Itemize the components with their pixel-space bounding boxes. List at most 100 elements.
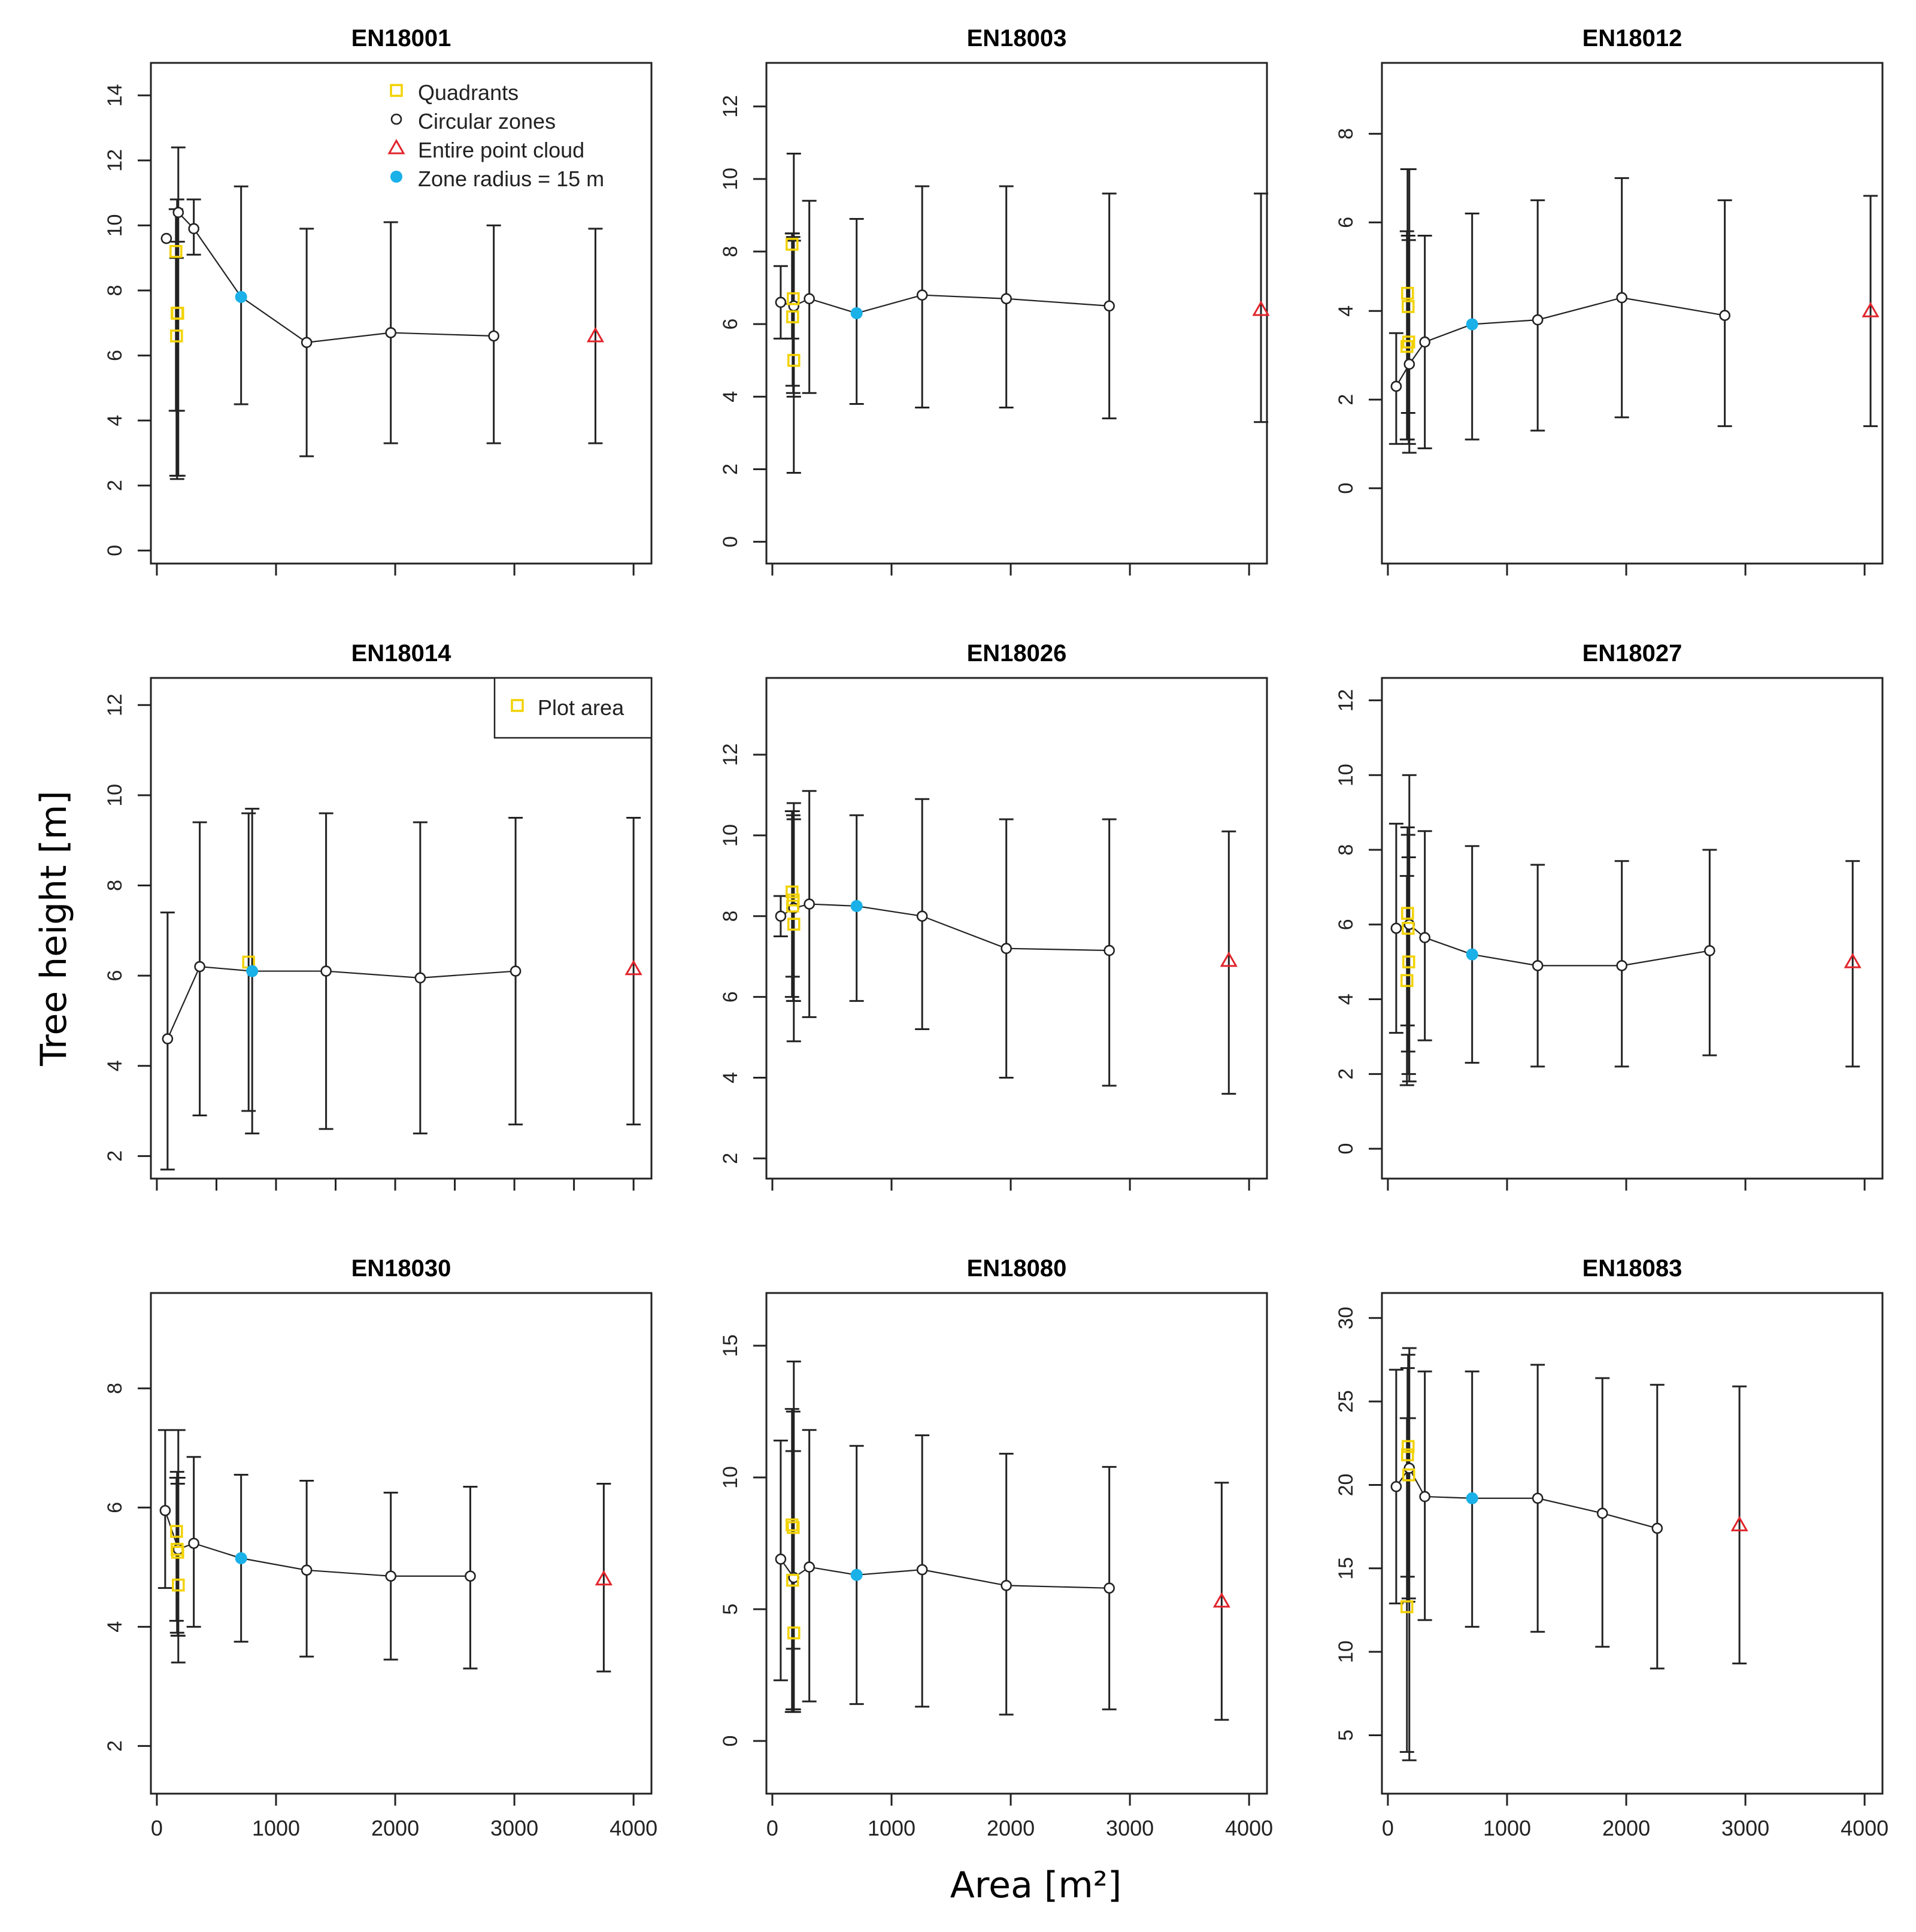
legend-label: Quadrants [418,80,519,105]
point-quadrant [1402,1440,1415,1453]
y-tick-label: 10 [104,784,126,807]
point-quadrant [786,885,799,899]
x-tick-label: 4000 [610,1816,657,1840]
y-tick-label: 12 [1335,689,1357,712]
point-circle [916,910,928,922]
panel-title: EN18027 [1582,640,1682,667]
y-tick-label: 6 [719,319,742,330]
point-circle [916,289,928,301]
y-tick-label: 8 [719,246,742,258]
point-circle [1103,1582,1115,1594]
panel-title: EN18083 [1582,1255,1682,1282]
y-tick-label: 8 [1335,844,1357,856]
point-circle [1651,1522,1663,1534]
y-tick-label: 8 [104,1383,126,1394]
point-cloud [1844,953,1862,968]
x-tick-label: 4000 [1225,1816,1273,1840]
point-circle [775,910,787,922]
y-tick-label: 2 [1335,394,1357,405]
point-quadrant [170,1525,183,1538]
y-tick-label: 0 [1335,483,1357,494]
plot-frame [765,1292,1268,1795]
y-tick-label: 5 [1335,1730,1357,1741]
point-circle [1390,380,1402,392]
point-circle [1616,960,1627,971]
point-quadrant [1400,974,1414,988]
point-quadrant [787,917,801,931]
legend-label: Entire point cloud [418,138,584,162]
point-circle [194,961,205,973]
panel-EN18003: EN18003 0 2 4 6 8 10 12 [719,25,1270,576]
point-circle [1390,922,1402,934]
point-quadrant [1401,286,1414,300]
panel-EN18012: EN18012 0 2 4 6 8 [1335,25,1884,576]
point-circle [1403,358,1415,370]
point-circle [1001,293,1012,305]
point-cloud [586,326,605,343]
point-quadrant [1400,1600,1414,1613]
y-tick-label: 20 [1335,1474,1357,1497]
panel-EN18083: EN18083 5 10 15 20 25 30 0 1000 2000 3000 4000 [1335,1255,1888,1840]
panel-EN18080: EN18080 0 5 10 15 0 1000 2000 3000 4000 [719,1255,1273,1840]
y-tick-label: 10 [719,168,742,190]
y-tick-label: 6 [104,350,126,361]
y-tick-label: 0 [1335,1143,1357,1155]
x-tick-label: 2000 [987,1816,1035,1840]
legend-label: Plot area [538,695,624,720]
point-circle [301,337,313,349]
y-tick-label: 0 [719,1736,742,1747]
panel-EN18030: EN18030 2 4 6 8 0 1000 2000 3000 4000 [104,1255,657,1840]
y-tick-label: 8 [719,910,742,922]
point-circle [385,1570,396,1582]
point-circle [1616,292,1627,304]
y-tick-label: 4 [1335,994,1357,1005]
x-tick-label: 3000 [1721,1816,1769,1840]
y-tick-label: 12 [719,95,742,118]
y-tick-label: 8 [1335,128,1357,140]
point-quadrant [169,245,183,258]
point-circle [1532,960,1544,971]
point-cloud [624,959,642,976]
y-tick-label: 6 [719,991,742,1003]
point-circle [775,1554,787,1565]
x-axis-label: Area [m²] [950,1864,1121,1906]
y-tick-label: 10 [1335,764,1357,786]
point-circle [301,1564,313,1576]
point-zone15 [850,307,863,319]
y-tick-label: 0 [719,536,742,547]
y-tick-label: 8 [104,285,126,296]
point-circle [188,1537,199,1549]
y-tick-label: 6 [1335,919,1357,930]
panel-title: EN18080 [967,1255,1067,1282]
panel-title: EN18026 [967,640,1067,667]
y-tick-label: 25 [1335,1390,1357,1413]
point-cloud [1862,302,1879,317]
point-cloud [1212,1592,1230,1608]
point-circle [385,327,396,338]
point-quadrant [786,238,799,251]
point-circle [1103,944,1115,956]
point-quadrant [1402,922,1415,935]
y-tick-label: 2 [104,480,126,491]
panels-container: EN18001 0 2 4 6 8 10 12 14 Quadrants Circular zone… [104,25,1888,1840]
y-tick-label: 12 [104,694,126,716]
point-circle [320,965,332,977]
y-tick-label: 2 [719,464,742,475]
legend-box [493,677,653,739]
plot-frame [765,677,1268,1180]
legend-marker-quadrant [390,84,403,97]
point-quadrant [1401,1448,1414,1462]
point-quadrant [1401,907,1414,920]
plot-frame [1381,677,1884,1180]
y-tick-label: 5 [719,1604,742,1615]
point-circle [1532,314,1544,326]
point-circle [1390,1480,1402,1492]
point-cloud [1730,1516,1748,1531]
panel-title: EN18014 [351,640,452,667]
point-circle [1103,300,1115,312]
point-quadrant [786,1573,799,1587]
y-tick-label: 14 [104,84,126,107]
trend-line [166,965,516,1039]
point-circle [488,330,499,342]
